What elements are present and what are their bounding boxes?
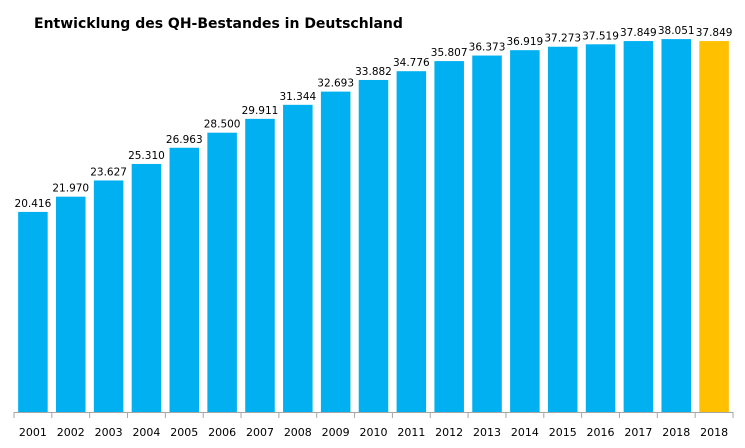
bar-2018-17	[661, 39, 691, 412]
x-tick-label-9: 2010	[360, 426, 388, 439]
x-tick-label-13: 2014	[511, 426, 539, 439]
bar-2010-9	[358, 79, 389, 413]
data-label-4: 26.963	[166, 134, 203, 146]
data-label-2: 23.627	[90, 166, 127, 178]
x-tick-label-12: 2013	[473, 426, 501, 439]
data-labels-group: 20.41621.97023.62725.31026.96328.50029.9…	[15, 25, 733, 210]
x-tick-labels-group: 2001 2002 2003 2004 2005 2006 2007 2008 2009 2010…	[19, 426, 728, 439]
bar-2009-8	[320, 91, 351, 413]
data-label-10: 34.776	[393, 57, 430, 69]
data-label-14: 37.273	[544, 33, 581, 45]
data-label-1: 21.970	[52, 183, 89, 195]
x-tick-label-5: 2006	[208, 426, 236, 439]
data-label-18: 37.849	[696, 27, 733, 39]
chart-title: Entwicklung des QH-Bestandes in Deutschl…	[34, 16, 403, 32]
bar-2012-11	[434, 61, 464, 413]
data-label-7: 31.344	[279, 91, 316, 103]
x-tick-label-1: 2002	[57, 426, 85, 439]
x-tick-label-10: 2011	[397, 426, 425, 439]
data-label-13: 36.919	[506, 36, 543, 48]
x-tick-label-4: 2005	[170, 426, 198, 439]
data-label-17: 38.051	[658, 25, 695, 37]
bar-2018-18	[699, 41, 729, 412]
data-label-12: 36.373	[469, 42, 506, 54]
bar-2005-4	[169, 147, 200, 412]
x-ticks-group	[13, 412, 734, 418]
data-label-6: 29.911	[242, 105, 279, 117]
bar-2017-16	[623, 41, 654, 412]
data-label-11: 35.807	[431, 47, 468, 59]
bar-2006-5	[207, 132, 237, 412]
x-tick-label-17: 2018	[662, 426, 690, 439]
x-tick-label-6: 2007	[246, 426, 274, 439]
x-tick-label-2: 2003	[95, 426, 123, 439]
bar-2014-13	[510, 50, 540, 412]
x-tick-label-8: 2009	[322, 426, 350, 439]
x-tick-label-14: 2015	[549, 426, 577, 439]
x-tick-label-7: 2008	[284, 426, 312, 439]
bars-group	[18, 39, 729, 413]
data-label-9: 33.882	[355, 66, 392, 78]
bar-2003-2	[93, 180, 124, 412]
bar-2001-0	[18, 211, 48, 412]
data-label-8: 32.693	[317, 78, 354, 90]
data-label-3: 25.310	[128, 150, 165, 162]
bar-2015-14	[547, 46, 578, 412]
bar-2004-3	[131, 163, 162, 412]
bar-2002-1	[56, 196, 86, 412]
data-label-15: 37.519	[582, 30, 619, 42]
data-label-16: 37.849	[620, 27, 657, 39]
x-tick-label-16: 2017	[624, 426, 652, 439]
bar-2016-15	[585, 44, 616, 413]
x-tick-label-15: 2016	[587, 426, 615, 439]
x-tick-label-3: 2004	[132, 426, 160, 439]
bar-2013-12	[472, 55, 502, 412]
bar-2008-7	[283, 104, 313, 412]
bar-2007-6	[245, 118, 275, 413]
x-tick-label-11: 2012	[435, 426, 463, 439]
bar-2011-10	[396, 71, 427, 412]
x-tick-label-0: 2001	[19, 426, 47, 439]
data-label-5: 28.500	[204, 119, 241, 131]
data-label-0: 20.416	[15, 198, 52, 210]
x-tick-label-18: 2018	[700, 426, 728, 439]
